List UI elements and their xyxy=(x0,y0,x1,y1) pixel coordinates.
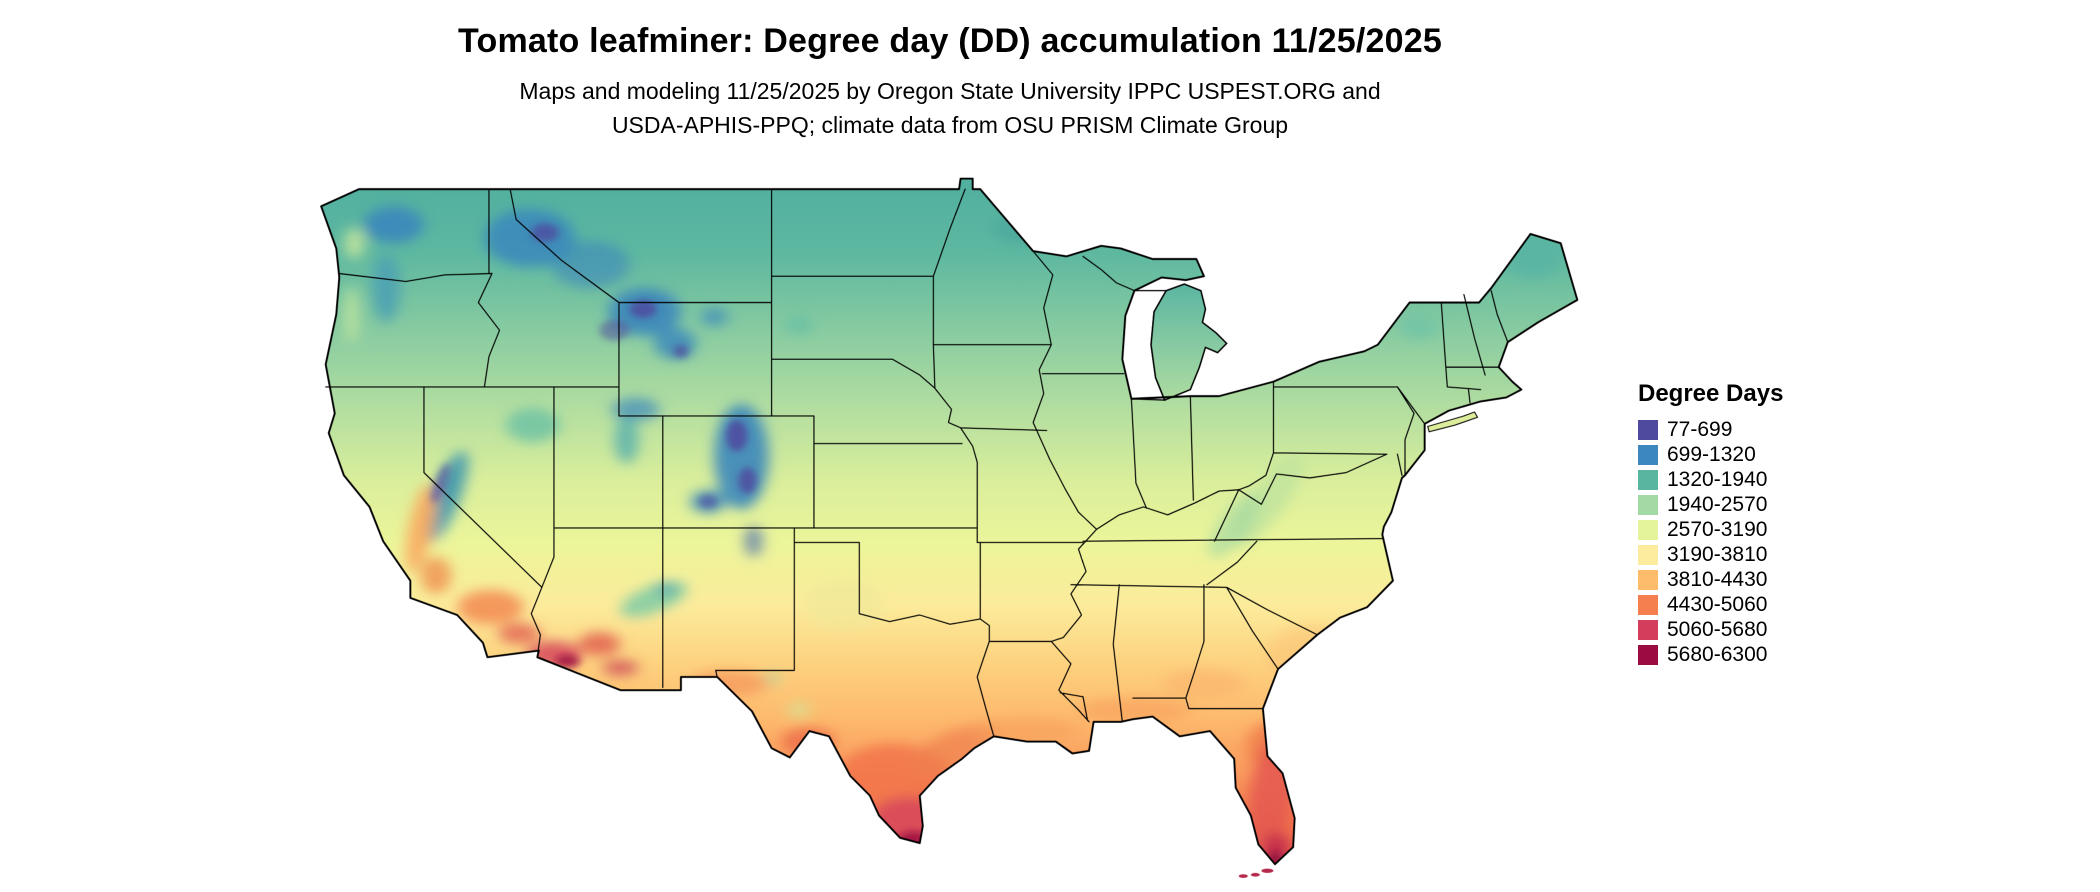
long-island xyxy=(1428,412,1478,432)
legend: Degree Days 77-699 699-1320 1320-1940 19… xyxy=(1638,380,1783,667)
legend-entry: 699-1320 xyxy=(1638,442,1783,467)
legend-entry: 1320-1940 xyxy=(1638,467,1783,492)
legend-range-label: 1320-1940 xyxy=(1667,467,1768,491)
legend-range-label: 4430-5060 xyxy=(1667,592,1768,616)
us-outline xyxy=(321,179,1577,865)
legend-color-swatch xyxy=(1638,619,1658,640)
legend-range-label: 3190-3810 xyxy=(1667,542,1768,566)
legend-entry: 5060-5680 xyxy=(1638,617,1783,642)
florida-keys xyxy=(1238,868,1274,878)
legend-color-swatch xyxy=(1638,519,1658,540)
us-map-svg xyxy=(300,172,1600,878)
subtitle-line-1: Maps and modeling 11/25/2025 by Oregon S… xyxy=(519,78,1381,104)
legend-range-label: 5060-5680 xyxy=(1667,617,1768,641)
extreme-value-cores xyxy=(431,223,1283,865)
legend-entry: 2570-3190 xyxy=(1638,517,1783,542)
page-subtitle: Maps and modeling 11/25/2025 by Oregon S… xyxy=(0,74,1900,142)
legend-range-label: 3810-4430 xyxy=(1667,567,1768,591)
legend-range-label: 2570-3190 xyxy=(1667,517,1768,541)
legend-range-label: 1940-2570 xyxy=(1667,492,1768,516)
legend-color-swatch xyxy=(1638,494,1658,515)
legend-color-swatch xyxy=(1638,419,1658,440)
subtitle-line-2: USDA-APHIS-PPQ; climate data from OSU PR… xyxy=(611,112,1289,138)
legend-entries: 77-699 699-1320 1320-1940 1940-2570 2570… xyxy=(1638,417,1783,667)
legend-color-swatch xyxy=(1638,469,1658,490)
us-degree-day-map xyxy=(300,172,1600,884)
legend-entry: 77-699 xyxy=(1638,417,1783,442)
michigan-lower-peninsula xyxy=(1151,284,1227,400)
legend-title: Degree Days xyxy=(1638,380,1784,407)
legend-color-swatch xyxy=(1638,569,1658,590)
legend-range-label: 5680-6300 xyxy=(1667,642,1768,666)
legend-entry: 3810-4430 xyxy=(1638,567,1783,592)
legend-color-swatch xyxy=(1638,444,1658,465)
map-header: Tomato leafminer: Degree day (DD) accumu… xyxy=(0,22,1900,142)
legend-color-swatch xyxy=(1638,644,1658,665)
legend-range-label: 77-699 xyxy=(1667,417,1733,441)
legend-entry: 3190-3810 xyxy=(1638,542,1783,567)
legend-entry: 5680-6300 xyxy=(1638,642,1783,667)
state-borders xyxy=(326,189,1508,736)
legend-range-label: 699-1320 xyxy=(1667,442,1756,466)
page-title: Tomato leafminer: Degree day (DD) accumu… xyxy=(458,22,1442,60)
legend-entry: 1940-2570 xyxy=(1638,492,1783,517)
legend-color-swatch xyxy=(1638,594,1658,615)
legend-color-swatch xyxy=(1638,544,1658,565)
legend-entry: 4430-5060 xyxy=(1638,592,1783,617)
